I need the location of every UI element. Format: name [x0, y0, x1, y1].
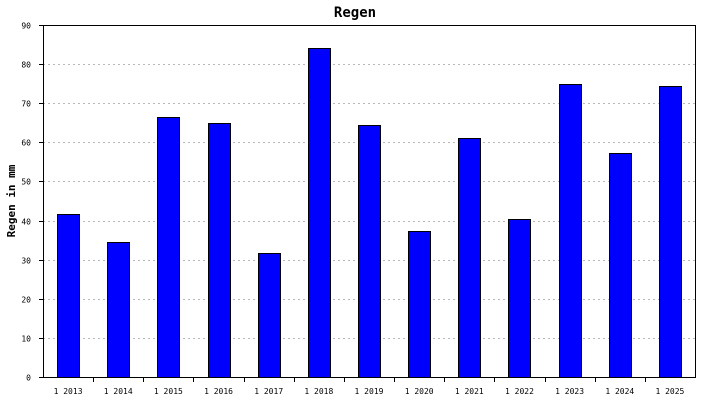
x-tick-label: 1 2015	[154, 387, 183, 396]
bar	[458, 138, 481, 378]
bar	[208, 123, 231, 378]
y-tick-label: 30	[21, 257, 31, 266]
x-tick-label: 1 2014	[104, 387, 133, 396]
y-tick-label: 60	[21, 139, 31, 148]
bar	[308, 48, 331, 378]
y-tick-label: 80	[21, 61, 31, 70]
y-tick-label: 0	[26, 374, 31, 383]
x-tick-label: 1 2018	[304, 387, 333, 396]
plot-frame	[43, 25, 696, 378]
bar	[408, 231, 431, 378]
bar	[659, 86, 682, 378]
x-tick-label: 1 2016	[204, 387, 233, 396]
bar	[107, 242, 130, 378]
x-tick-label: 1 2023	[555, 387, 584, 396]
x-tick-labels: 1 2013 1 2014 1 2015 1 2016 1 2017 1 2018 1 20…	[54, 387, 685, 396]
x-tick-label: 1 2017	[254, 387, 283, 396]
y-tick-label: 40	[21, 218, 31, 227]
x-tick-label: 1 2013	[54, 387, 83, 396]
bar	[609, 153, 632, 378]
x-tick-label: 1 2022	[505, 387, 534, 396]
x-tick-label: 1 2021	[455, 387, 484, 396]
y-tick-labels: 0 10 20 30 40 50 60 70 80 90	[21, 22, 31, 383]
bar	[157, 117, 180, 378]
x-tick-label: 1 2024	[605, 387, 634, 396]
bar	[258, 253, 281, 378]
bars	[57, 48, 682, 378]
bar	[508, 219, 531, 378]
y-axis-label: Regen in mm	[5, 164, 18, 237]
bar	[358, 125, 381, 378]
y-tick-label: 70	[21, 100, 31, 109]
y-tick-label: 90	[21, 22, 31, 31]
y-tick-label: 10	[21, 335, 31, 344]
bar	[559, 84, 582, 378]
x-tick-label: 1 2020	[405, 387, 434, 396]
y-tick-label: 50	[21, 178, 31, 187]
x-tick-label: 1 2019	[355, 387, 384, 396]
x-tick-label: 1 2025	[655, 387, 684, 396]
y-tick-label: 20	[21, 296, 31, 305]
chart-title: Regen	[334, 5, 376, 21]
bar	[57, 214, 80, 378]
axes	[39, 25, 696, 382]
